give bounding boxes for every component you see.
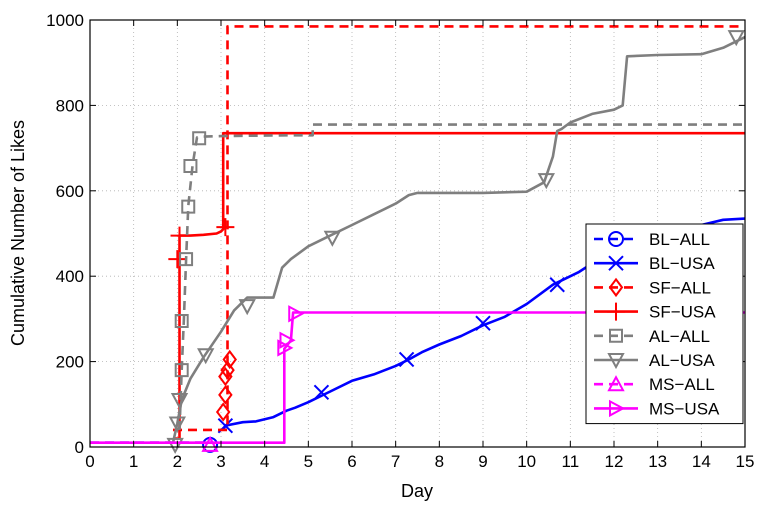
data-point <box>218 385 233 405</box>
series-line <box>171 35 746 443</box>
y-axis: 0 200 400 600 800 1000 <box>46 11 745 457</box>
data-point <box>181 199 196 214</box>
data-point <box>168 250 187 269</box>
legend: BL−ALL BL−USA SF−ALL SF−USA AL−ALL AL−USA MS−A… <box>585 223 744 425</box>
data-point <box>192 131 207 146</box>
legend-marker <box>609 328 623 343</box>
x-tick-label: 4 <box>260 452 269 471</box>
legend-marker <box>609 399 626 418</box>
data-point <box>313 384 330 401</box>
y-tick-label: 400 <box>56 267 84 286</box>
data-point <box>215 402 231 422</box>
data-point <box>168 416 187 433</box>
y-axis-label: Cumulative Number of Likes <box>8 120 28 346</box>
data-point <box>475 315 491 331</box>
data-point <box>222 349 237 370</box>
legend-marker <box>608 255 624 271</box>
data-point <box>183 159 198 174</box>
data-point <box>174 363 189 378</box>
data-point <box>170 393 189 410</box>
series-line <box>173 25 745 432</box>
x-tick-label: 15 <box>736 452 755 471</box>
series-7 <box>90 305 745 444</box>
legend-marker <box>607 353 625 370</box>
data-point <box>288 305 305 323</box>
y-tick-label: 0 <box>75 438 84 457</box>
data-point <box>170 226 189 245</box>
legend-item: MS−USA <box>594 399 720 418</box>
x-tick-label: 13 <box>648 452 667 471</box>
legend-label: BL−USA <box>649 254 715 273</box>
legend-item: SF−ALL <box>594 277 711 298</box>
x-tick-label: 5 <box>304 452 313 471</box>
legend-label: AL−ALL <box>649 327 710 346</box>
series-2 <box>173 25 745 432</box>
legend-label: AL−USA <box>649 351 715 370</box>
data-point <box>220 360 235 380</box>
y-tick-label: 800 <box>56 96 84 115</box>
x-tick-label: 0 <box>85 452 94 471</box>
x-tick-label: 2 <box>173 452 182 471</box>
legend-marker <box>607 302 625 321</box>
x-tick-label: 14 <box>692 452 711 471</box>
y-tick-label: 200 <box>56 353 84 372</box>
legend-marker <box>607 375 625 392</box>
legend-label: SF−USA <box>649 303 716 322</box>
x-tick-label: 6 <box>347 452 356 471</box>
legend-label: BL−ALL <box>649 230 710 249</box>
x-tick-label: 7 <box>391 452 400 471</box>
x-tick-label: 11 <box>562 452 580 471</box>
x-axis-label: Day <box>401 481 433 501</box>
legend-item: BL−ALL <box>594 230 710 249</box>
data-point <box>218 366 233 387</box>
legend-label: SF−ALL <box>649 278 711 297</box>
data-point <box>216 218 235 237</box>
data-point <box>179 252 194 267</box>
data-point <box>174 314 189 329</box>
legend-item: BL−USA <box>594 254 715 273</box>
legend-label: MS−USA <box>649 399 720 418</box>
legend-item: AL−ALL <box>594 327 710 346</box>
x-tick-label: 12 <box>605 452 624 471</box>
x-tick-label: 3 <box>216 452 225 471</box>
y-tick-label: 1000 <box>46 11 84 30</box>
y-tick-label: 600 <box>56 182 84 201</box>
data-point <box>197 348 215 365</box>
series-line <box>173 131 745 440</box>
x-tick-label: 8 <box>435 452 444 471</box>
legend-marker <box>608 231 624 247</box>
data-point <box>537 173 555 190</box>
data-point <box>201 435 219 452</box>
x-tick-label: 1 <box>129 452 138 471</box>
legend-item: AL−USA <box>594 351 715 370</box>
legend-item: SF−USA <box>594 302 716 322</box>
series-3 <box>168 131 745 440</box>
x-tick-label: 10 <box>517 452 536 471</box>
plot-border <box>89 19 746 448</box>
series-layer <box>90 25 746 454</box>
data-point <box>166 437 184 454</box>
data-point <box>323 230 342 247</box>
data-point <box>549 277 565 293</box>
series-4 <box>174 123 745 430</box>
legend-marker <box>608 277 624 298</box>
data-point <box>398 351 415 368</box>
legend-item: MS−ALL <box>594 375 715 394</box>
x-tick-label: 9 <box>478 452 487 471</box>
series-line <box>178 123 745 430</box>
legend-label: MS−ALL <box>649 375 715 394</box>
x-axis: 0 1 2 3 4 5 6 7 8 9 10 11 12 13 14 15 <box>85 20 754 471</box>
data-point <box>279 331 296 349</box>
data-point <box>238 299 256 316</box>
series-5 <box>166 30 746 454</box>
data-point <box>727 30 745 47</box>
